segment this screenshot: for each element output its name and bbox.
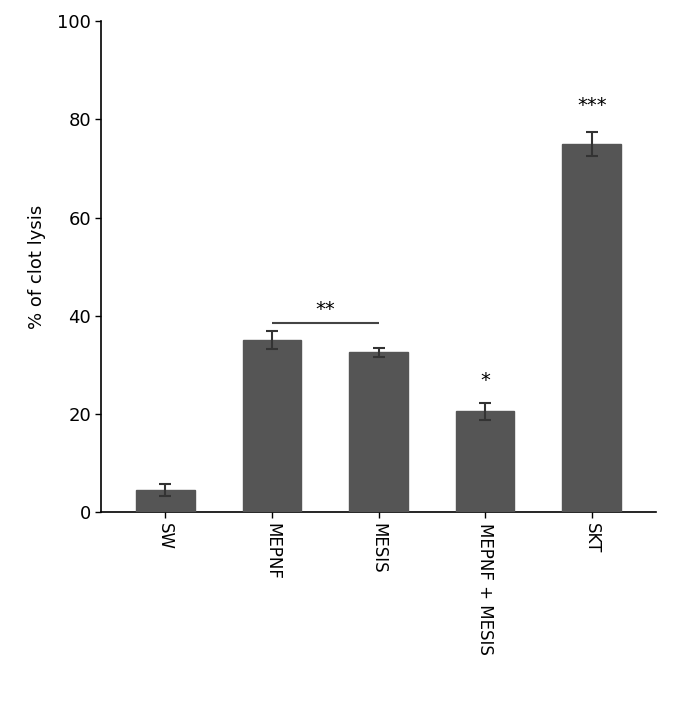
Text: *: * — [480, 371, 490, 390]
Bar — [243, 341, 301, 512]
Bar — [349, 353, 408, 512]
Y-axis label: % of clot lysis: % of clot lysis — [28, 205, 46, 328]
Bar — [562, 144, 621, 512]
Text: **: ** — [316, 300, 335, 319]
Text: ***: *** — [577, 95, 606, 114]
Bar — [136, 490, 195, 512]
Bar — [456, 412, 514, 512]
